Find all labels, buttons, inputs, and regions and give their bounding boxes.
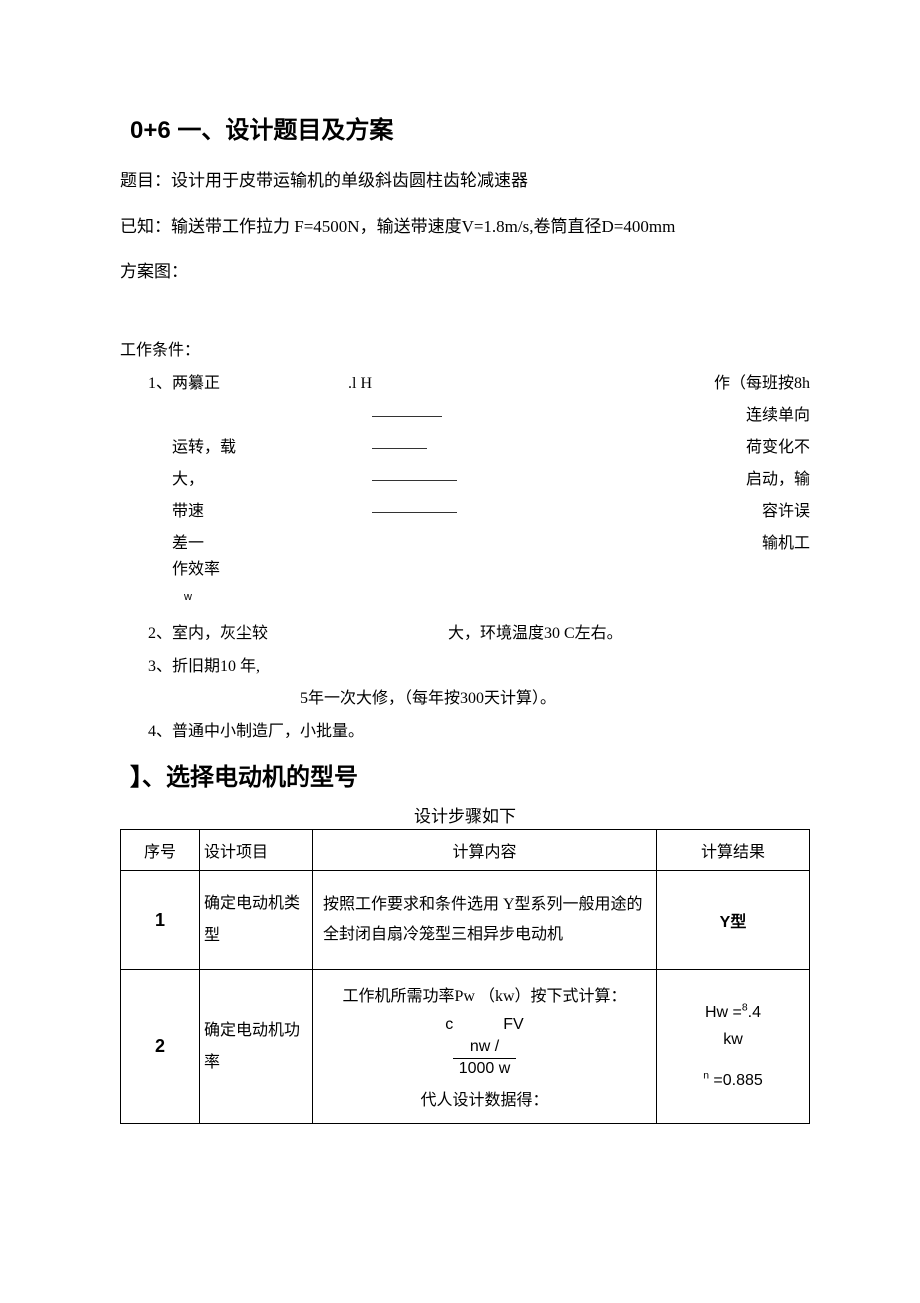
cond2-row: 2、室内，灰尘较 大，环境温度30 C左右。 <box>120 618 810 651</box>
design-steps-table: 序号 设计项目 计算内容 计算结果 1 确定电动机类型 按照工作要求和条件选用 … <box>120 829 810 1124</box>
rule-a <box>372 400 532 433</box>
th-num: 序号 <box>121 830 200 871</box>
r2-res3b: =0.885 <box>709 1072 763 1089</box>
table-row-1: 1 确定电动机类型 按照工作要求和条件选用 Y型系列一般用途的全封闭自扇冷笼型三… <box>121 871 810 970</box>
cond1-row4: 带速 容许误 <box>120 496 810 528</box>
r2-res1a: Hw = <box>705 1004 742 1021</box>
r2-result: Hw =8.4 kw n =0.885 <box>657 970 810 1124</box>
cond1-row0: 1、两纂正 .l H 作（每班按8h <box>120 368 810 400</box>
cond1-left3: 大， <box>120 464 372 497</box>
r2-proj: 确定电动机功率 <box>200 970 313 1124</box>
formula-den: 1000 w <box>453 1059 517 1080</box>
cond1-right5: 输机工 <box>532 528 810 561</box>
r2-content-line1: 工作机所需功率Pw （kw）按下式计算： <box>319 984 650 1010</box>
rule-b <box>372 432 532 465</box>
formula-c: c <box>445 1012 453 1038</box>
given-line: 已知：输送带工作拉力 F=4500N，输送带速度V=1.8m/s,卷筒直径D=4… <box>120 209 810 245</box>
r2-formula-frac: nw / 1000 w <box>453 1037 517 1080</box>
cond3-b: 5年一次大修，（每年按300天计算）。 <box>120 683 810 716</box>
r2-num: 2 <box>121 970 200 1124</box>
r2-result-line1: Hw =8.4 <box>663 999 803 1026</box>
cond3-row: 3、折旧期10 年, <box>120 651 810 684</box>
rule-c <box>372 464 532 497</box>
table-caption: 设计步骤如下 <box>120 802 810 827</box>
cond1-right3: 启动，输 <box>532 464 810 497</box>
formula-nw: nw / <box>453 1037 517 1059</box>
r1-num: 1 <box>121 871 200 970</box>
th-proj: 设计项目 <box>200 830 313 871</box>
cond1-left7: w <box>120 586 384 609</box>
cond4: 4、普通中小制造厂，小批量。 <box>120 716 810 749</box>
formula-fv: FV <box>503 1012 523 1038</box>
th-content: 计算内容 <box>313 830 657 871</box>
table-row-2: 2 确定电动机功率 工作机所需功率Pw （kw）按下式计算： c FV nw /… <box>121 970 810 1124</box>
cond1-row7: w <box>120 586 810 618</box>
r2-content: 工作机所需功率Pw （kw）按下式计算： c FV nw / 1000 w 代人… <box>313 970 657 1124</box>
cond1-row2: 运转，载 荷变化不 <box>120 432 810 464</box>
cond1-left4: 带速 <box>120 496 372 529</box>
r1-content: 按照工作要求和条件选用 Y型系列一般用途的全封闭自扇冷笼型三相异步电动机 <box>313 871 657 970</box>
cond1-right2: 荷变化不 <box>532 432 810 465</box>
r2-res1c: .4 <box>748 1004 761 1021</box>
conditions-block: 工作条件： 1、两纂正 .l H 作（每班按8h 连续单向 运转，载 荷变化不 … <box>120 335 810 749</box>
r1-result: Y型 <box>657 871 810 970</box>
cond2-b: 大，环境温度30 C左右。 <box>448 618 623 651</box>
cond3-a: 3、折旧期10 年, <box>148 651 298 684</box>
conditions-label: 工作条件： <box>120 335 810 368</box>
th-result: 计算结果 <box>657 830 810 871</box>
r2-formula-top-row: c FV <box>319 1012 650 1038</box>
title-line: 题目：设计用于皮带运输机的单级斜齿圆柱齿轮减速器 <box>120 163 810 199</box>
cond1-row5: 差一 输机工 <box>120 528 810 554</box>
formula-den-text: 1000 w <box>459 1060 511 1077</box>
r2-result-line3: n =0.885 <box>663 1067 803 1094</box>
cond1-mid0: .l H <box>348 368 508 401</box>
cond1-row1: 连续单向 <box>120 400 810 432</box>
r2-result-line2: kw <box>663 1026 803 1053</box>
page-root: 0+6 一、设计题目及方案 题目：设计用于皮带运输机的单级斜齿圆柱齿轮减速器 已… <box>0 0 920 1164</box>
table-header-row: 序号 设计项目 计算内容 计算结果 <box>121 830 810 871</box>
rule-d <box>372 496 532 529</box>
r1-proj: 确定电动机类型 <box>200 871 313 970</box>
cond1-row3: 大， 启动，输 <box>120 464 810 496</box>
cond1-right0: 作（每班按8h <box>508 368 810 401</box>
cond1-left6: 作效率 <box>120 554 372 587</box>
heading-design-topic: 0+6 一、设计题目及方案 <box>130 110 810 145</box>
cond1-right4: 容许误 <box>532 496 810 529</box>
heading-motor-select: 】、选择电动机的型号 <box>130 757 810 792</box>
cond1-right1: 连续单向 <box>532 400 810 433</box>
cond1-left2: 运转，载 <box>120 432 372 465</box>
scheme-label: 方案图： <box>120 254 810 290</box>
cond2-a: 2、室内，灰尘较 <box>148 618 448 651</box>
cond1-left0: 1、两纂正 <box>120 368 348 401</box>
r2-content-line2: 代人设计数据得： <box>319 1088 650 1114</box>
